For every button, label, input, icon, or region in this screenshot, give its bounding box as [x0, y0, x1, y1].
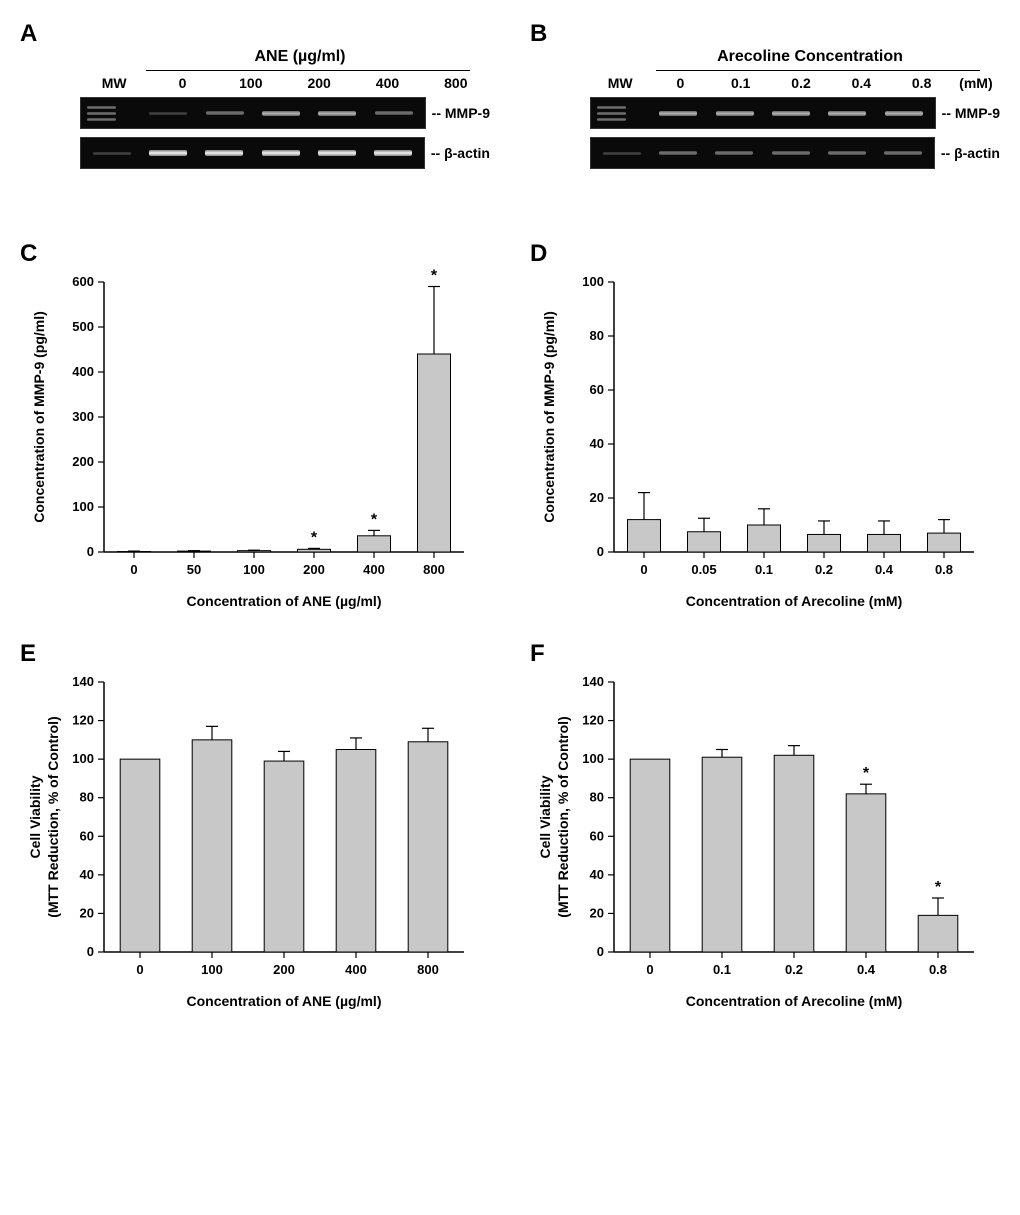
svg-text:400: 400	[345, 962, 367, 977]
panel-label-a: A	[20, 20, 37, 48]
svg-text:400: 400	[72, 364, 94, 379]
svg-text:50: 50	[187, 562, 201, 577]
svg-text:20: 20	[590, 905, 604, 920]
svg-text:60: 60	[590, 382, 604, 397]
svg-text:100: 100	[243, 562, 265, 577]
svg-text:Concentration of ANE (µg/ml): Concentration of ANE (µg/ml)	[187, 993, 382, 1009]
svg-text:Cell Viability: Cell Viability	[27, 775, 43, 858]
svg-text:0: 0	[640, 562, 647, 577]
gel-b-actin-label: -- β-actin	[941, 145, 1000, 161]
gel-a-lanes: MW0100200400800	[80, 75, 490, 91]
svg-text:800: 800	[423, 562, 445, 577]
svg-text:20: 20	[590, 490, 604, 505]
gel-a: ANE (µg/ml) MW0100200400800 -- MMP-9 -- …	[20, 20, 490, 169]
chart-e: 0 20 40 60 80 100 120 140 0 100 200 400 800 Concentra…	[20, 668, 480, 1018]
chart-c: 0 100 200 300 400 500 600 0 50 100 * 200 * 400 * 800 Con…	[20, 268, 480, 618]
svg-text:0.1: 0.1	[755, 562, 773, 577]
svg-text:Concentration of ANE (µg/ml): Concentration of ANE (µg/ml)	[187, 593, 382, 609]
gel-b: Arecoline Concentration MW00.10.20.40.8(…	[530, 20, 1000, 169]
svg-text:40: 40	[590, 436, 604, 451]
svg-text:120: 120	[72, 713, 94, 728]
svg-text:Concentration of MMP-9 (pg/ml): Concentration of MMP-9 (pg/ml)	[31, 311, 47, 523]
panel-c: C 0 100 200 300 400 500 600 0 50 100 * 200 * 400 * 800 C…	[20, 240, 490, 620]
chart-d: 0 20 40 60 80 100 0 0.05 0.1 0.2 0.4 0.8 Concentrati…	[530, 268, 990, 618]
svg-text:120: 120	[582, 713, 604, 728]
svg-text:200: 200	[72, 454, 94, 469]
svg-text:80: 80	[80, 790, 94, 805]
svg-text:Cell Viability: Cell Viability	[537, 775, 553, 858]
svg-text:100: 100	[582, 751, 604, 766]
svg-text:0: 0	[646, 962, 653, 977]
svg-text:300: 300	[72, 409, 94, 424]
svg-text:(MTT Reduction, % of Control): (MTT Reduction, % of Control)	[45, 716, 61, 917]
panel-a: A ANE (µg/ml) MW0100200400800 -- MMP-9 -…	[20, 20, 490, 220]
svg-text:140: 140	[72, 674, 94, 689]
svg-text:0.4: 0.4	[857, 962, 876, 977]
svg-text:100: 100	[72, 499, 94, 514]
chart-f: 0 20 40 60 80 100 120 140 0 0.1 0.2 * 0.4 * 0.8 Concent…	[530, 668, 990, 1018]
svg-text:20: 20	[80, 905, 94, 920]
panel-label-d: D	[530, 240, 547, 268]
gel-b-title: Arecoline Concentration	[620, 48, 1000, 66]
svg-text:*: *	[935, 879, 942, 896]
svg-text:400: 400	[363, 562, 385, 577]
svg-text:100: 100	[72, 751, 94, 766]
panel-label-c: C	[20, 240, 37, 268]
svg-text:Concentration of Arecoline (mM: Concentration of Arecoline (mM)	[686, 993, 903, 1009]
svg-text:600: 600	[72, 274, 94, 289]
svg-text:80: 80	[590, 790, 604, 805]
svg-text:60: 60	[80, 828, 94, 843]
svg-text:40: 40	[80, 867, 94, 882]
gel-a-actin	[80, 137, 425, 169]
gel-b-mmp9	[590, 97, 936, 129]
svg-text:100: 100	[201, 962, 223, 977]
panel-label-f: F	[530, 640, 545, 668]
gel-a-mmp9-label: -- MMP-9	[432, 105, 490, 121]
svg-text:200: 200	[303, 562, 325, 577]
figure-grid: A ANE (µg/ml) MW0100200400800 -- MMP-9 -…	[20, 20, 1000, 1020]
gel-a-mmp9	[80, 97, 426, 129]
gel-b-mmp9-label: -- MMP-9	[942, 105, 1000, 121]
gel-a-actin-label: -- β-actin	[431, 145, 490, 161]
svg-text:40: 40	[590, 867, 604, 882]
svg-text:140: 140	[582, 674, 604, 689]
svg-text:200: 200	[273, 962, 295, 977]
svg-text:0: 0	[597, 944, 604, 959]
svg-text:800: 800	[417, 962, 439, 977]
svg-text:0: 0	[87, 544, 94, 559]
svg-text:60: 60	[590, 828, 604, 843]
gel-b-lanes: MW00.10.20.40.8(mM)	[590, 75, 1000, 91]
gel-b-actin	[590, 137, 935, 169]
svg-text:0.2: 0.2	[785, 962, 803, 977]
svg-text:0: 0	[130, 562, 137, 577]
svg-text:Concentration of MMP-9 (pg/ml): Concentration of MMP-9 (pg/ml)	[541, 311, 557, 523]
panel-label-b: B	[530, 20, 547, 48]
svg-text:0: 0	[87, 944, 94, 959]
panel-f: F 0 20 40 60 80 100 120 140 0 0.1 0.2 * 0.4 * 0.8 Conce…	[530, 640, 1000, 1020]
svg-text:0.05: 0.05	[691, 562, 716, 577]
svg-text:(MTT Reduction, % of Control): (MTT Reduction, % of Control)	[555, 716, 571, 917]
svg-text:0: 0	[597, 544, 604, 559]
svg-text:Concentration of Arecoline (mM: Concentration of Arecoline (mM)	[686, 593, 903, 609]
svg-text:*: *	[863, 765, 870, 782]
svg-text:0.4: 0.4	[875, 562, 894, 577]
panel-b: B Arecoline Concentration MW00.10.20.40.…	[530, 20, 1000, 220]
svg-text:100: 100	[582, 274, 604, 289]
panel-e: E 0 20 40 60 80 100 120 140 0 100 200 400 800 Concent…	[20, 640, 490, 1020]
svg-text:0.2: 0.2	[815, 562, 833, 577]
svg-text:*: *	[371, 511, 378, 528]
svg-text:0.8: 0.8	[935, 562, 953, 577]
gel-a-title: ANE (µg/ml)	[110, 48, 490, 66]
panel-label-e: E	[20, 640, 36, 668]
panel-d: D 0 20 40 60 80 100 0 0.05 0.1 0.2 0.4 0.8 Concentra…	[530, 240, 1000, 620]
svg-text:0: 0	[136, 962, 143, 977]
svg-text:*: *	[431, 268, 438, 285]
svg-text:500: 500	[72, 319, 94, 334]
svg-text:80: 80	[590, 328, 604, 343]
svg-text:0.8: 0.8	[929, 962, 947, 977]
svg-text:0.1: 0.1	[713, 962, 731, 977]
svg-text:*: *	[311, 529, 318, 546]
